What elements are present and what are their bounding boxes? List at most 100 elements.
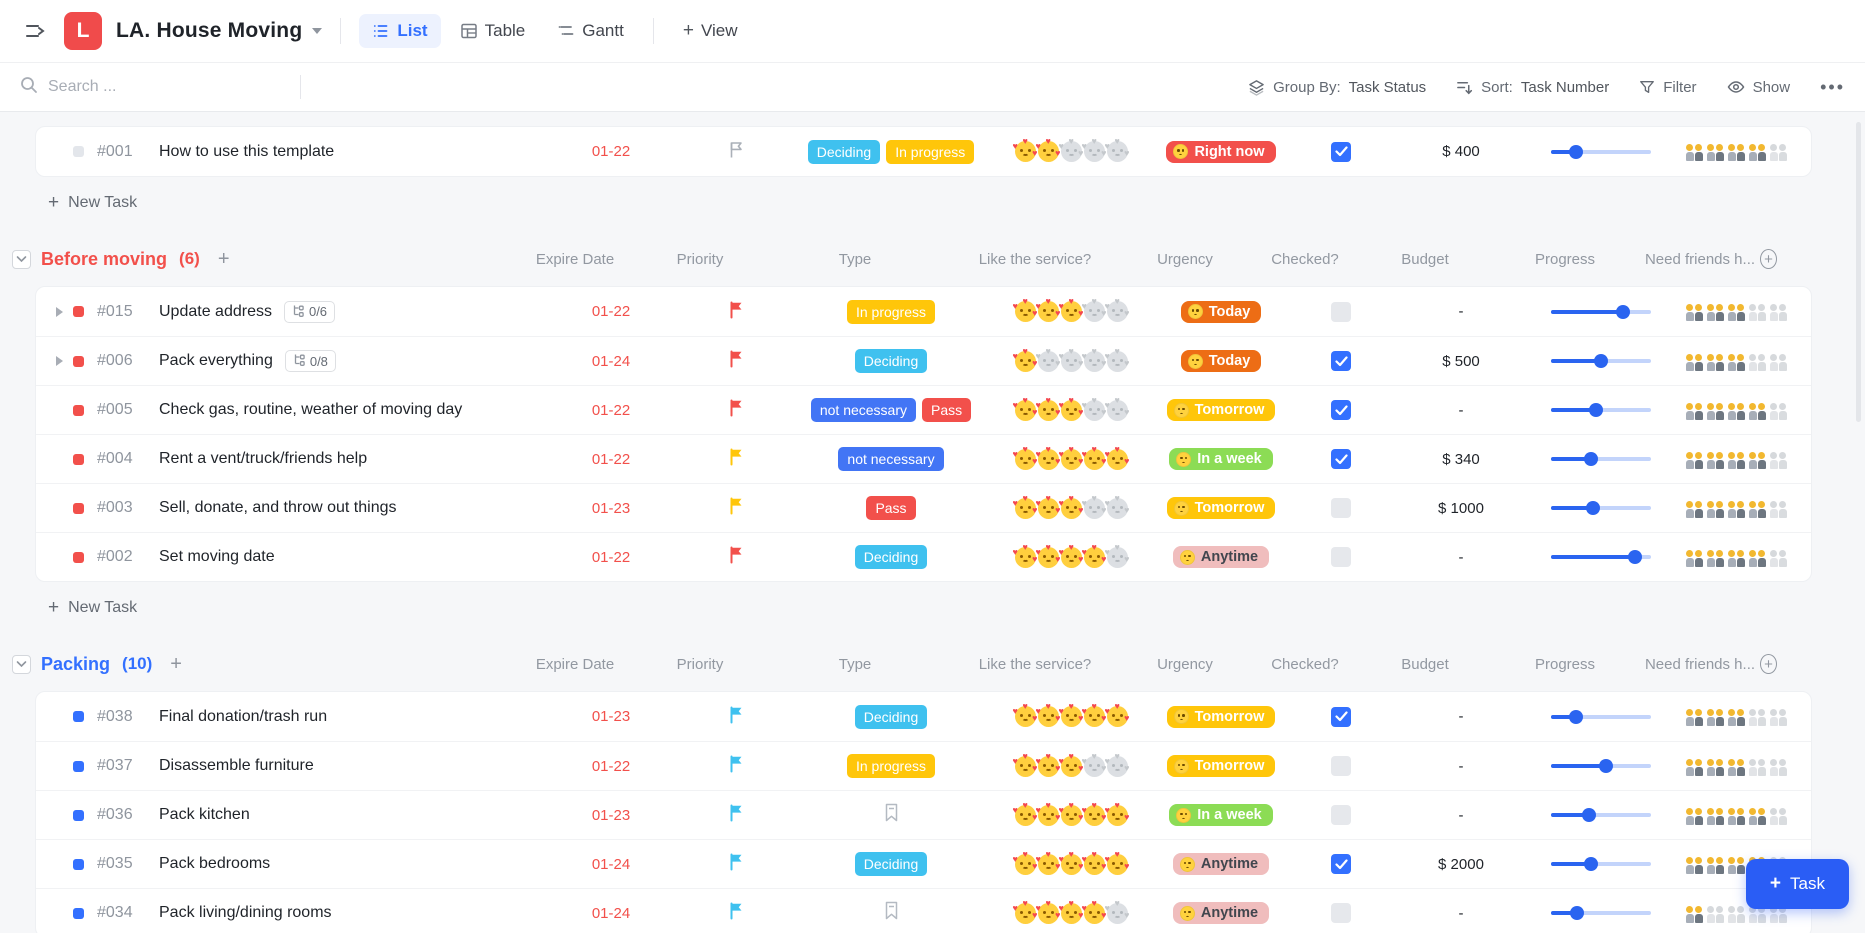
- checked-checkbox[interactable]: [1331, 351, 1351, 371]
- checked-checkbox[interactable]: [1331, 449, 1351, 469]
- checked-checkbox[interactable]: [1331, 805, 1351, 825]
- budget-value[interactable]: -: [1458, 757, 1464, 775]
- type-tag[interactable]: In progress: [886, 139, 975, 164]
- checked-checkbox[interactable]: [1331, 498, 1351, 518]
- expire-date[interactable]: 01-24: [591, 904, 631, 922]
- column-header[interactable]: Progress: [1534, 655, 1596, 673]
- urgency-tag[interactable]: Tomorrow: [1166, 399, 1276, 421]
- type-tag[interactable]: In progress: [846, 754, 936, 778]
- column-header[interactable]: Expire Date: [535, 655, 615, 673]
- subtask-count-badge[interactable]: 0/6: [283, 300, 336, 323]
- budget-value[interactable]: $ 340: [1442, 450, 1480, 468]
- scrollbar[interactable]: [1856, 122, 1861, 422]
- add-task-to-group-icon[interactable]: +: [170, 653, 182, 675]
- friends-rating[interactable]: [1685, 757, 1788, 776]
- type-tag[interactable]: In progress: [846, 299, 936, 324]
- progress-slider[interactable]: [1551, 857, 1651, 871]
- priority-flag-icon[interactable]: [728, 300, 745, 324]
- filter-button[interactable]: Filter: [1639, 79, 1697, 96]
- slider-thumb[interactable]: [1584, 857, 1598, 871]
- progress-slider[interactable]: [1551, 808, 1651, 822]
- priority-flag-icon[interactable]: [728, 349, 745, 373]
- progress-slider[interactable]: [1551, 759, 1651, 773]
- priority-flag-icon[interactable]: [728, 398, 745, 422]
- task-row[interactable]: #037 Disassemble furniture 01-22 In prog…: [36, 741, 1811, 790]
- slider-thumb[interactable]: [1599, 759, 1613, 773]
- column-header[interactable]: Budget: [1401, 655, 1449, 673]
- expire-date[interactable]: 01-24: [591, 352, 631, 370]
- expire-date[interactable]: 01-22: [591, 757, 631, 775]
- column-header[interactable]: Priority: [676, 655, 724, 673]
- type-tag[interactable]: Deciding: [854, 349, 928, 373]
- task-row[interactable]: #034 Pack living/dining rooms 01-24 ♥ ♥ …: [36, 888, 1811, 933]
- task-row[interactable]: #036 Pack kitchen 01-23 ♥ ♥ ♥ ♥ ♥ ♥ ♥ ♥ …: [36, 790, 1811, 839]
- urgency-tag[interactable]: Today: [1180, 350, 1262, 372]
- urgency-tag[interactable]: Tomorrow: [1166, 497, 1276, 519]
- like-rating[interactable]: ♥ ♥ ♥ ♥ ♥ ♥ ♥ ♥ ♥ ♥ ♥ ♥ ♥ ♥ ♥: [1013, 346, 1130, 372]
- task-row[interactable]: #035 Pack bedrooms 01-24 Deciding ♥ ♥ ♥ …: [36, 839, 1811, 888]
- slider-thumb[interactable]: [1569, 144, 1583, 159]
- expire-date[interactable]: 01-23: [591, 708, 631, 725]
- column-header[interactable]: Budget: [1401, 250, 1449, 268]
- task-title[interactable]: Set moving date: [159, 548, 275, 565]
- task-row[interactable]: #015 Update address 0/6 01-22 In progres…: [36, 287, 1811, 336]
- budget-value[interactable]: -: [1458, 708, 1464, 725]
- slider-thumb[interactable]: [1584, 452, 1598, 466]
- checked-checkbox[interactable]: [1331, 301, 1351, 322]
- like-rating[interactable]: ♥ ♥ ♥ ♥ ♥ ♥ ♥ ♥ ♥ ♥ ♥ ♥ ♥ ♥ ♥: [1013, 395, 1130, 421]
- slider-thumb[interactable]: [1570, 906, 1584, 920]
- checked-checkbox[interactable]: [1331, 141, 1351, 162]
- tab-gantt[interactable]: Gantt: [544, 14, 637, 48]
- progress-slider[interactable]: [1551, 550, 1651, 564]
- checked-checkbox[interactable]: [1331, 756, 1351, 776]
- expand-subtasks-icon[interactable]: [55, 356, 63, 366]
- sort-button[interactable]: Sort: Task Number: [1456, 79, 1609, 96]
- priority-flag-icon[interactable]: [728, 496, 745, 520]
- task-title[interactable]: Rent a vent/truck/friends help: [159, 450, 368, 467]
- task-row[interactable]: #004 Rent a vent/truck/friends help 01-2…: [36, 434, 1811, 483]
- collapse-group-icon[interactable]: [12, 249, 31, 269]
- bookmark-icon[interactable]: [884, 901, 899, 925]
- budget-value[interactable]: -: [1458, 548, 1464, 566]
- more-options-icon[interactable]: •••: [1820, 76, 1845, 97]
- expire-date[interactable]: 01-22: [591, 401, 631, 419]
- urgency-tag[interactable]: Anytime: [1172, 902, 1270, 924]
- priority-flag-icon[interactable]: [728, 545, 745, 569]
- friends-rating[interactable]: [1685, 401, 1788, 420]
- expand-subtasks-icon[interactable]: [55, 306, 63, 317]
- type-tag[interactable]: not necessary: [810, 398, 917, 422]
- like-rating[interactable]: ♥ ♥ ♥ ♥ ♥ ♥ ♥ ♥ ♥ ♥ ♥ ♥ ♥ ♥ ♥: [1013, 800, 1130, 826]
- task-title[interactable]: How to use this template: [159, 142, 335, 160]
- expire-date[interactable]: 01-22: [591, 143, 631, 160]
- task-row[interactable]: #002 Set moving date 01-22 Deciding ♥ ♥ …: [36, 532, 1811, 581]
- priority-flag-icon[interactable]: [728, 852, 745, 876]
- progress-slider[interactable]: [1551, 354, 1651, 368]
- priority-flag-icon[interactable]: [728, 140, 745, 164]
- column-header[interactable]: Need friends h...: [1644, 655, 1756, 673]
- checked-checkbox[interactable]: [1331, 400, 1351, 420]
- urgency-tag[interactable]: In a week: [1169, 804, 1273, 826]
- like-rating[interactable]: ♥ ♥ ♥ ♥ ♥ ♥ ♥ ♥ ♥ ♥ ♥ ♥ ♥ ♥ ♥: [1013, 444, 1130, 470]
- friends-rating[interactable]: [1685, 499, 1788, 518]
- progress-slider[interactable]: [1551, 709, 1651, 724]
- budget-value[interactable]: $ 500: [1442, 352, 1480, 370]
- like-rating[interactable]: ♥ ♥ ♥ ♥ ♥ ♥ ♥ ♥ ♥ ♥ ♥ ♥ ♥ ♥ ♥: [1013, 849, 1130, 875]
- checked-checkbox[interactable]: [1331, 903, 1351, 923]
- column-header[interactable]: Checked?: [1271, 250, 1339, 268]
- add-field-icon[interactable]: +: [1760, 654, 1777, 674]
- workspace-logo[interactable]: L: [64, 12, 102, 50]
- chevron-down-icon[interactable]: [312, 28, 323, 34]
- slider-thumb[interactable]: [1586, 501, 1600, 515]
- friends-rating[interactable]: [1685, 302, 1788, 321]
- slider-thumb[interactable]: [1589, 403, 1603, 417]
- tab-table[interactable]: Table: [447, 14, 539, 48]
- type-tag[interactable]: not necessary: [838, 447, 944, 471]
- slider-thumb[interactable]: [1569, 709, 1583, 724]
- type-tag[interactable]: Deciding: [854, 852, 928, 876]
- column-header[interactable]: Checked?: [1271, 655, 1339, 673]
- like-rating[interactable]: ♥ ♥ ♥ ♥ ♥ ♥ ♥ ♥ ♥ ♥ ♥ ♥ ♥ ♥ ♥: [1013, 751, 1130, 777]
- friends-rating[interactable]: [1685, 142, 1788, 161]
- column-header[interactable]: Priority: [676, 250, 724, 268]
- budget-value[interactable]: -: [1458, 806, 1464, 824]
- expire-date[interactable]: 01-23: [591, 499, 631, 517]
